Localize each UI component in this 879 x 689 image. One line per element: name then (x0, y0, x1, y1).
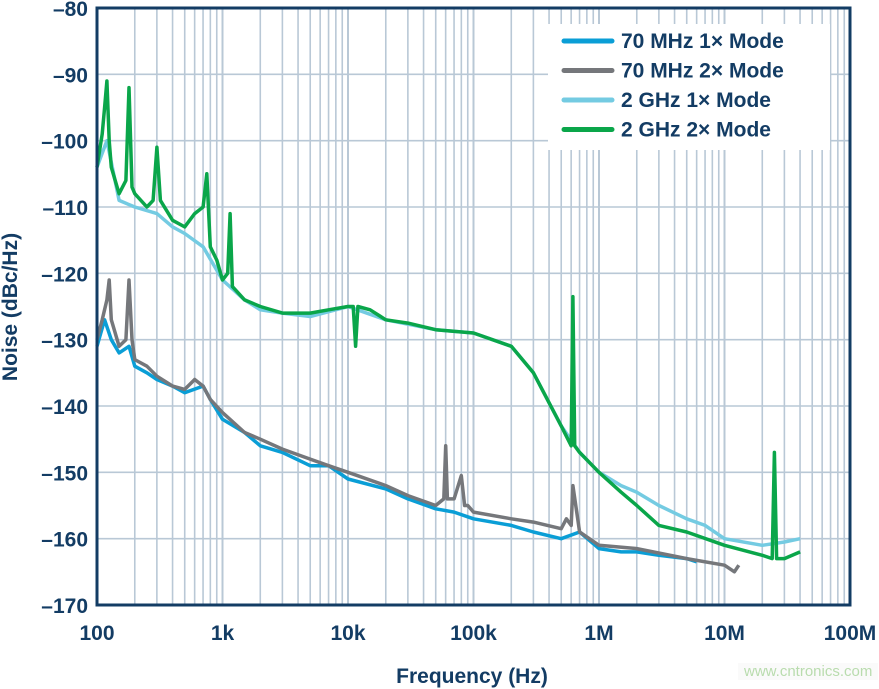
legend-label-2: 2 GHz 1× Mode (621, 89, 771, 112)
x-axis-ticks: 100 1k 10k 100k 1M 10M 100M (79, 622, 876, 645)
y-tick-label: –80 (53, 0, 88, 21)
y-axis-ticks: –80 –90 –100 –110 –120 –130 –140 –150 –160 –170 (41, 0, 88, 618)
series-line-0 (95, 318, 698, 564)
y-tick-label: –170 (41, 595, 88, 618)
watermark: www.cntronics.com (738, 663, 879, 680)
legend-label-1: 70 MHz 2× Mode (621, 60, 784, 83)
y-tick-label: –110 (42, 197, 88, 220)
y-tick-label: –120 (41, 263, 88, 286)
series-line-1 (95, 278, 741, 574)
x-tick-label: 100k (450, 622, 497, 645)
x-tick-label: 100 (79, 622, 114, 645)
plot-frame (95, 6, 852, 607)
y-tick-label: –130 (41, 330, 88, 353)
y-axis-label: Noise (dBc/Hz) (0, 233, 22, 381)
series-group (95, 79, 801, 574)
y-tick-label: –90 (53, 64, 88, 87)
series-line-3 (95, 79, 801, 561)
y-tick-label: –150 (41, 462, 88, 485)
legend-label-0: 70 MHz 1× Mode (621, 30, 784, 53)
legend-label-3: 2 GHz 2× Mode (621, 119, 771, 142)
y-tick-label: –160 (41, 529, 88, 552)
x-axis-label: Frequency (Hz) (396, 665, 548, 688)
legend: 70 MHz 1× Mode 70 MHz 2× Mode 2 GHz 1× Mod… (548, 24, 830, 150)
x-tick-label: 1M (584, 622, 613, 645)
y-tick-label: –100 (41, 131, 88, 154)
y-tick-label: –140 (41, 396, 88, 419)
x-tick-label: 100M (824, 622, 877, 645)
x-tick-label: 1k (211, 622, 235, 645)
x-tick-label: 10M (704, 622, 745, 645)
x-tick-label: 10k (330, 622, 365, 645)
